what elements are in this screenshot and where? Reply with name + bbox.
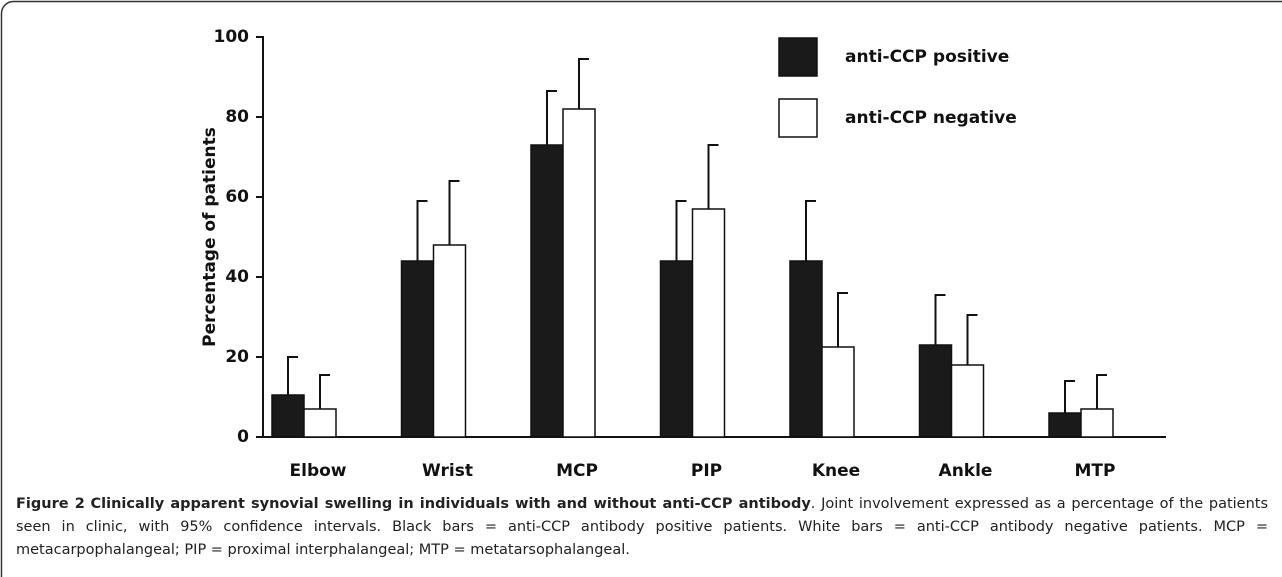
bar bbox=[562, 108, 596, 438]
error-bar bbox=[675, 200, 687, 261]
x-tick-label: MCP bbox=[556, 461, 598, 481]
caption-title: Clinically apparent synovial swelling in… bbox=[90, 496, 811, 512]
bar bbox=[400, 260, 435, 438]
error-bar bbox=[287, 356, 298, 395]
bar bbox=[789, 260, 823, 438]
bar bbox=[691, 208, 726, 438]
legend-swatch bbox=[778, 37, 818, 77]
error-bar bbox=[837, 292, 848, 347]
y-tick-label: 80 bbox=[225, 107, 249, 127]
y-tick-label: 40 bbox=[225, 267, 249, 287]
legend-swatch bbox=[778, 98, 818, 138]
error-bar bbox=[934, 294, 946, 345]
bar bbox=[432, 244, 467, 438]
error-bar bbox=[578, 58, 589, 109]
error-bar bbox=[319, 374, 330, 409]
x-tick-label: MTP bbox=[1075, 461, 1116, 481]
y-tick-label: 100 bbox=[214, 27, 250, 47]
bar bbox=[303, 408, 337, 438]
bar bbox=[271, 394, 305, 438]
error-bar bbox=[805, 200, 816, 261]
error-bar bbox=[448, 180, 460, 245]
caption: Figure 2 Clinically apparent synovial sw… bbox=[16, 493, 1268, 562]
y-axis-label: Percentage of patients bbox=[200, 127, 220, 347]
bar bbox=[1048, 412, 1082, 438]
y-tick-label: 0 bbox=[237, 427, 249, 447]
legend-label: anti-CCP positive bbox=[845, 47, 1009, 67]
caption-label: Figure 2 bbox=[16, 496, 85, 512]
caption-text: . Joint involvement expressed as a perce… bbox=[16, 496, 1269, 558]
error-bar bbox=[707, 144, 719, 209]
y-tick-label: 60 bbox=[225, 187, 249, 207]
error-bar bbox=[966, 314, 978, 365]
bar bbox=[659, 260, 694, 438]
error-bar bbox=[546, 90, 557, 145]
bar bbox=[1080, 408, 1114, 438]
x-tick-label: Ankle bbox=[939, 461, 993, 481]
x-tick-label: Knee bbox=[812, 461, 860, 481]
x-tick-label: Wrist bbox=[422, 461, 473, 481]
legend-label: anti-CCP negative bbox=[845, 108, 1017, 128]
bar bbox=[918, 344, 953, 438]
bar bbox=[950, 364, 985, 438]
x-tick-label: PIP bbox=[691, 461, 722, 481]
x-tick-label: Elbow bbox=[290, 461, 347, 481]
y-tick-label: 20 bbox=[225, 347, 249, 367]
bar bbox=[530, 144, 564, 438]
error-bar bbox=[416, 200, 428, 261]
error-bar bbox=[1064, 380, 1075, 413]
error-bar bbox=[1096, 374, 1107, 409]
bar bbox=[821, 346, 855, 438]
